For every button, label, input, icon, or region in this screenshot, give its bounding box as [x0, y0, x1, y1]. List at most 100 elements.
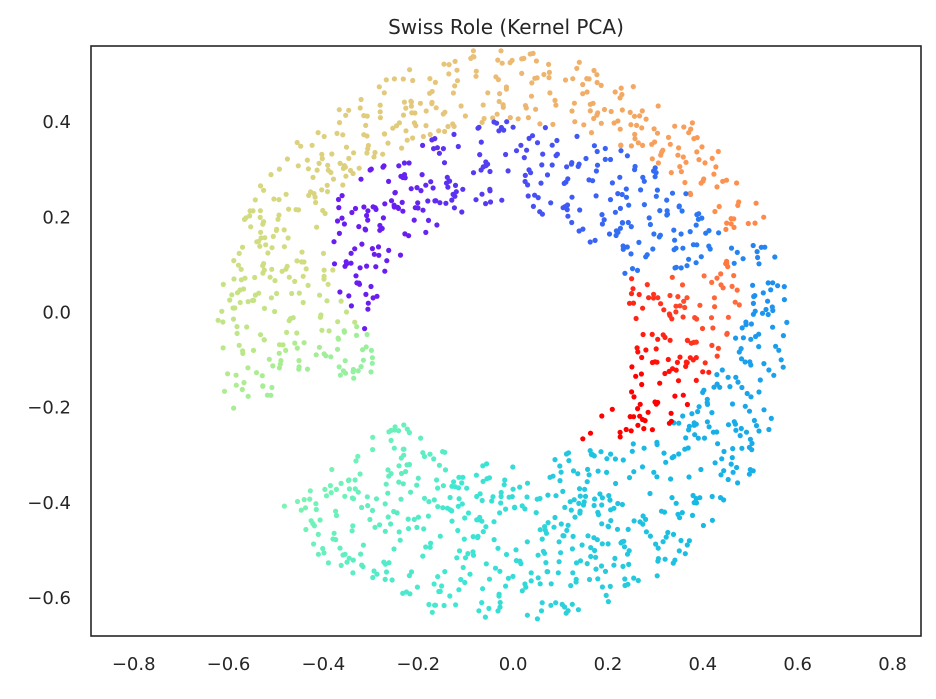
- scatter-point: [694, 316, 700, 322]
- scatter-point: [666, 420, 673, 426]
- scatter-point: [697, 495, 703, 501]
- scatter-point: [443, 200, 449, 206]
- scatter-point: [355, 489, 361, 495]
- scatter-point: [688, 340, 694, 346]
- scatter-point: [480, 478, 486, 484]
- scatter-point: [662, 556, 668, 562]
- scatter-point: [574, 133, 580, 139]
- x-tick-label: −0.2: [396, 654, 440, 675]
- scatter-point: [636, 291, 642, 298]
- scatter-point: [324, 189, 331, 195]
- scatter-point: [346, 555, 352, 561]
- scatter-point: [359, 504, 365, 511]
- scatter-point: [773, 343, 779, 349]
- scatter-point: [554, 151, 561, 157]
- scatter-point: [415, 205, 421, 211]
- scatter-point: [606, 231, 613, 237]
- scatter-point: [234, 324, 240, 330]
- scatter-point: [350, 369, 356, 375]
- scatter-point: [676, 451, 682, 457]
- scatter-point: [315, 531, 321, 538]
- scatter-point: [362, 326, 368, 332]
- scatter-point: [382, 131, 388, 137]
- scatter-point: [302, 505, 309, 511]
- scatter-point: [619, 91, 625, 98]
- scatter-point: [682, 304, 688, 311]
- scatter-point: [709, 279, 715, 285]
- scatter-point: [617, 429, 623, 435]
- scatter-point: [521, 155, 527, 161]
- scatter-point: [225, 371, 231, 377]
- scatter-point: [451, 131, 457, 137]
- scatter-point: [319, 156, 325, 162]
- scatter-point: [421, 453, 428, 460]
- scatter-point: [342, 493, 348, 499]
- scatter-point: [673, 500, 679, 506]
- scatter-point: [622, 270, 628, 276]
- scatter-point: [498, 489, 504, 496]
- scatter-point: [338, 562, 344, 569]
- scatter-point: [346, 293, 352, 299]
- scatter-point: [644, 252, 650, 258]
- scatter-point: [577, 207, 583, 213]
- scatter-point: [723, 226, 729, 232]
- scatter-point: [476, 608, 482, 614]
- x-tick-label: 0.8: [878, 654, 907, 675]
- scatter-point: [651, 291, 657, 297]
- scatter-point: [495, 608, 501, 614]
- scatter-point: [257, 243, 263, 249]
- scatter-point: [733, 427, 739, 433]
- scatter-point: [580, 436, 586, 442]
- scatter-point: [260, 270, 266, 276]
- scatter-point: [377, 522, 383, 528]
- scatter-point: [665, 134, 672, 140]
- scatter-point: [426, 601, 432, 608]
- scatter-point: [342, 551, 348, 557]
- scatter-point: [341, 221, 347, 227]
- scatter-point: [220, 281, 226, 287]
- scatter-point: [505, 168, 511, 174]
- scatter-point: [640, 174, 646, 180]
- scatter-point: [411, 516, 417, 523]
- scatter-point: [460, 474, 466, 480]
- scatter-point: [753, 200, 759, 206]
- scatter-point: [239, 386, 245, 393]
- scatter-point: [623, 194, 630, 200]
- scatter-point: [649, 331, 655, 337]
- scatter-point: [428, 179, 434, 185]
- scatter-point: [396, 463, 402, 469]
- scatter-point: [577, 558, 584, 564]
- scatter-point: [433, 105, 439, 111]
- scatter-point: [712, 208, 718, 215]
- scatter-point: [683, 159, 689, 165]
- scatter-point: [710, 429, 717, 435]
- scatter-point: [765, 298, 771, 304]
- scatter-point: [618, 85, 624, 91]
- scatter-point: [497, 568, 503, 574]
- scatter-point: [358, 364, 364, 370]
- scatter-point: [678, 169, 685, 175]
- scatter-point: [420, 133, 426, 140]
- scatter-point: [304, 157, 310, 163]
- scatter-point: [517, 484, 523, 490]
- scatter-point: [715, 148, 721, 155]
- scatter-point: [550, 121, 556, 127]
- scatter-point: [725, 374, 731, 380]
- scatter-point: [562, 77, 569, 83]
- scatter-point: [263, 242, 269, 248]
- scatter-point: [333, 537, 339, 543]
- scatter-point: [624, 244, 630, 250]
- scatter-point: [576, 486, 583, 492]
- scatter-point: [742, 359, 748, 365]
- scatter-point: [637, 519, 643, 525]
- y-tick-label: 0.2: [42, 207, 71, 228]
- scatter-point: [746, 408, 753, 414]
- scatter-point: [628, 291, 635, 297]
- scatter-point: [731, 224, 737, 230]
- scatter-point: [729, 401, 736, 407]
- scatter-point: [756, 428, 762, 434]
- scatter-point: [528, 93, 535, 99]
- scatter-point: [419, 172, 425, 178]
- scatter-point: [390, 125, 396, 131]
- scatter-point: [662, 370, 668, 377]
